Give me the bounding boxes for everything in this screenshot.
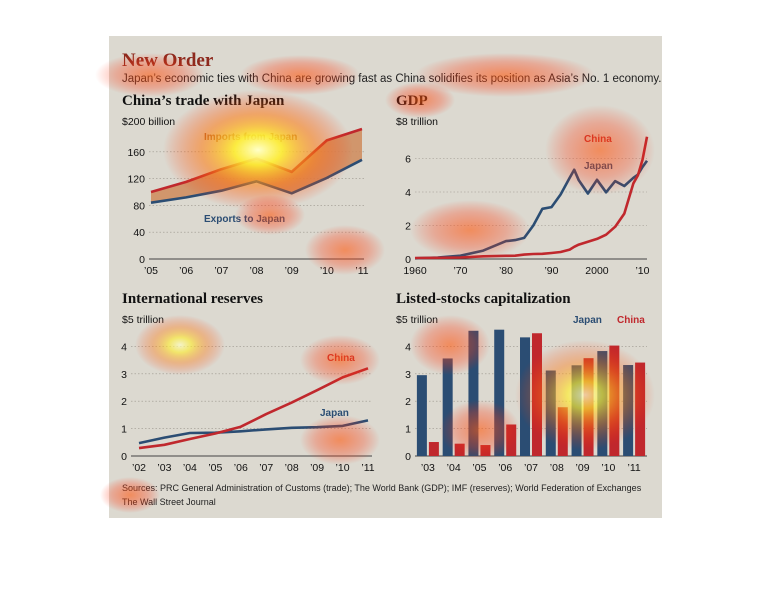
bar-china <box>532 333 542 456</box>
credit-line: The Wall Street Journal <box>122 497 216 507</box>
bar-japan <box>520 337 530 456</box>
y-tick-label: 4 <box>405 341 411 353</box>
stocks-chart: 0 1 2 3 4 ’03 ’04 ’05 ’06 ’07 ’08 ’09 ’10 ’11 Japan Chi… <box>405 315 647 474</box>
x-tick-label: 2000 <box>585 265 609 277</box>
legend-label-china: China <box>617 315 645 326</box>
bar-japan <box>623 365 634 456</box>
x-tick-label: ’05 <box>144 265 158 277</box>
x-tick-label: ’09 <box>310 462 324 474</box>
bar-china <box>583 358 594 456</box>
y-tick-label: 2 <box>405 396 411 408</box>
x-tick-label: ’08 <box>249 265 263 277</box>
x-tick-label: ’90 <box>544 265 558 277</box>
x-tick-label: ’07 <box>524 462 538 474</box>
bar-china <box>428 442 439 456</box>
bar-china <box>506 424 517 456</box>
bar-japan <box>571 365 582 456</box>
bar-japan <box>442 358 453 456</box>
x-tick-label: ’06 <box>179 265 193 277</box>
x-tick-label: ’05 <box>472 462 486 474</box>
x-tick-label: ’11 <box>627 462 640 474</box>
chart-title-stocks: Listed-stocks capitalization <box>396 291 571 307</box>
y-tick-label: 2 <box>405 221 411 233</box>
x-tick-label: ’70 <box>453 265 467 277</box>
y-tick-label: 1 <box>121 424 127 436</box>
infographic-panel: New Order Japan’s economic ties with Chi… <box>109 36 662 518</box>
x-tick-label: ’07 <box>214 265 228 277</box>
x-tick-label: ’07 <box>259 462 273 474</box>
y-tick-label: 1 <box>405 424 411 436</box>
bar-japan <box>468 330 479 456</box>
x-tick-label: ’02 <box>132 462 146 474</box>
y-tick-label: 3 <box>405 369 411 381</box>
x-tick-label: ’80 <box>499 265 513 277</box>
x-tick-label: ’09 <box>285 265 299 277</box>
bar-japan <box>494 329 505 456</box>
x-tick-label: ’06 <box>498 462 512 474</box>
y-tick-label: 4 <box>121 341 127 353</box>
x-tick-label: ’04 <box>447 462 461 474</box>
x-tick-label: 1960 <box>403 265 427 277</box>
x-tick-label: ’05 <box>208 462 222 474</box>
y-tick-label: 2 <box>121 396 127 408</box>
x-tick-label: ’03 <box>157 462 171 474</box>
bar-china <box>635 362 646 456</box>
y-tick-label: 4 <box>405 187 411 199</box>
y-tick-label: 120 <box>127 174 145 186</box>
y-tick-label: 3 <box>121 369 127 381</box>
x-tick-label: ’11 <box>361 462 374 474</box>
bar-china <box>454 443 465 456</box>
x-tick-label: ’09 <box>576 462 590 474</box>
bar-japan <box>416 375 427 456</box>
x-tick-label: ’06 <box>234 462 248 474</box>
x-tick-label: ’10 <box>601 462 615 474</box>
bar-china <box>557 407 568 456</box>
x-tick-label: ’08 <box>550 462 564 474</box>
x-tick-label: ’10 <box>336 462 350 474</box>
legend-label-japan: Japan <box>320 408 349 419</box>
x-tick-label: ’08 <box>285 462 299 474</box>
x-tick-label: ’10 <box>635 265 649 277</box>
y-tick-label: 0 <box>405 254 411 266</box>
x-tick-label: ’04 <box>183 462 197 474</box>
x-tick-label: ’03 <box>421 462 435 474</box>
y-tick-label: 0 <box>121 451 127 463</box>
y-tick-label: 6 <box>405 154 411 166</box>
bar-china <box>480 445 491 456</box>
unit-label-gdp: $8 trillion <box>396 116 439 128</box>
unit-label-trade: $200 billion <box>122 116 176 128</box>
bar-china <box>609 345 620 456</box>
legend-label-japan: Japan <box>573 315 602 326</box>
y-tick-label: 160 <box>127 147 145 159</box>
y-tick-label: 80 <box>133 200 145 212</box>
bar-japan <box>597 351 608 456</box>
y-tick-label: 0 <box>405 451 411 463</box>
y-tick-label: 40 <box>133 227 145 239</box>
y-tick-label: 0 <box>139 254 145 266</box>
bar-japan <box>545 370 556 456</box>
chart-title-reserves: International reserves <box>122 291 263 307</box>
sources-note: Sources: PRC General Administration of C… <box>122 483 642 493</box>
